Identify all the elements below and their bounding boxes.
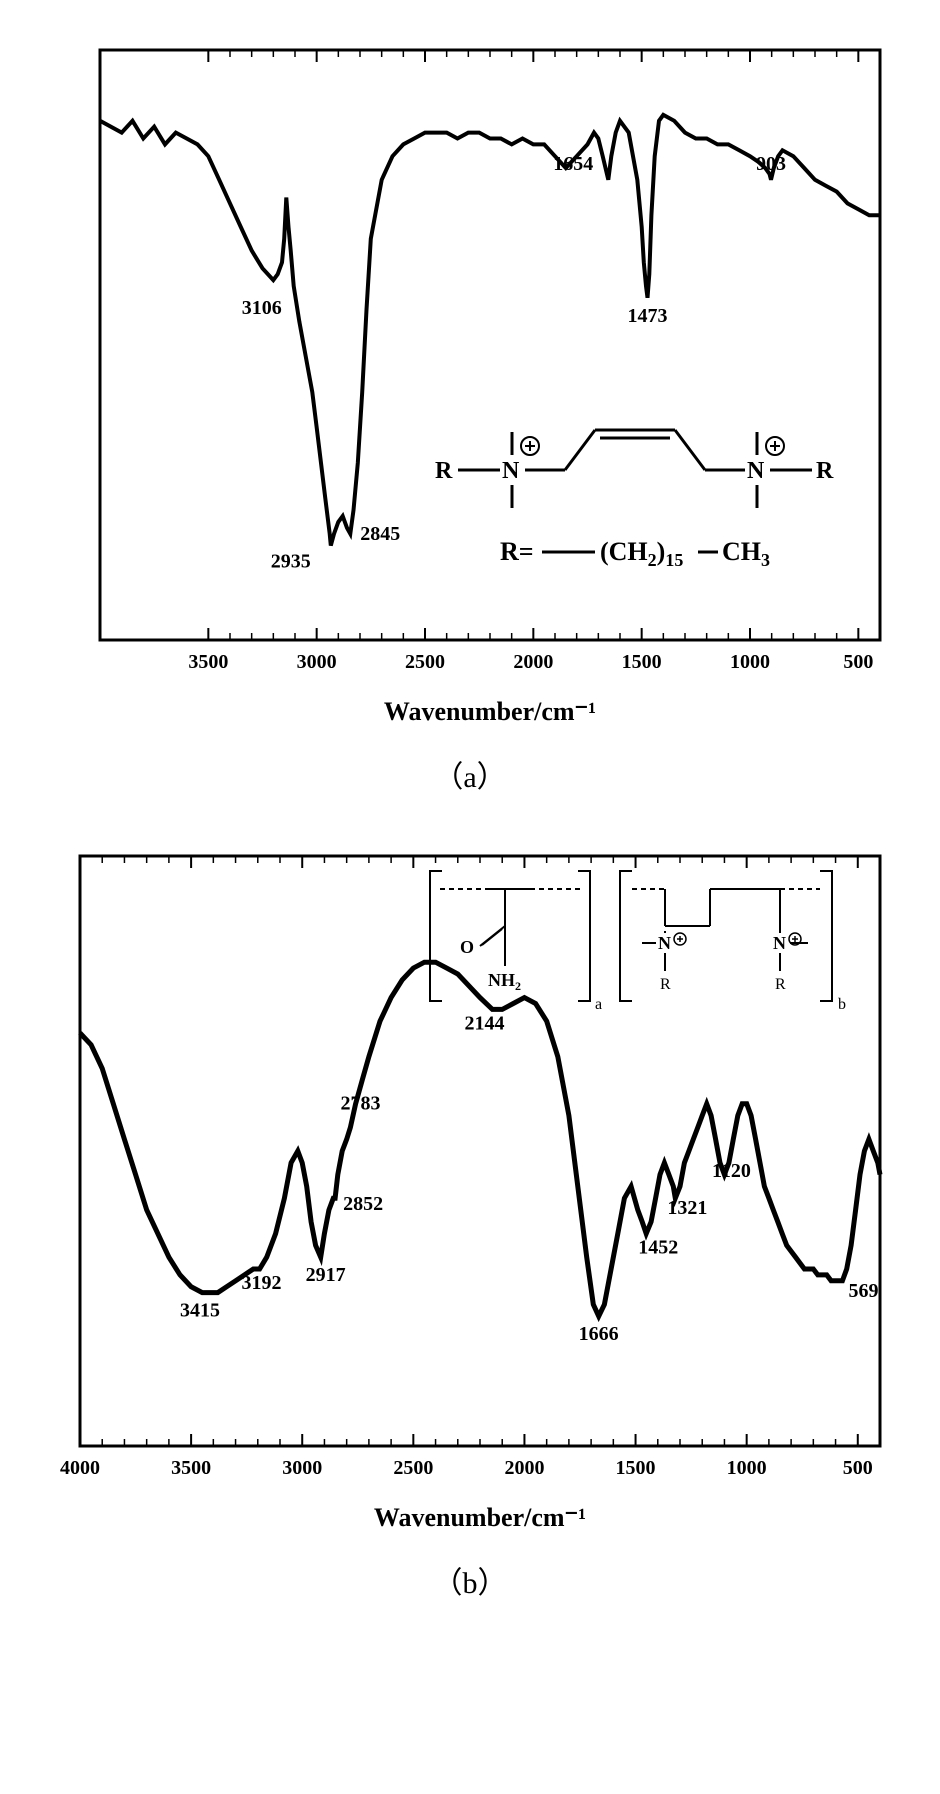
svg-text:903: 903 <box>756 153 786 175</box>
svg-text:1500: 1500 <box>622 651 662 673</box>
structure-sub-b: b <box>838 996 846 1013</box>
svg-text:2144: 2144 <box>464 1012 504 1034</box>
svg-text:1321: 1321 <box>667 1197 707 1219</box>
svg-text:1666: 1666 <box>579 1323 619 1345</box>
svg-text:N: N <box>502 458 520 484</box>
svg-text:2500: 2500 <box>405 651 445 673</box>
structure-r-eq: R= <box>500 537 534 566</box>
svg-text:R: R <box>435 458 453 484</box>
chart-a-container: 3500 3000 2500 2000 1500 1000 500 3106 2935 2845… <box>30 20 910 796</box>
svg-text:4000: 4000 <box>60 1457 100 1479</box>
svg-text:3500: 3500 <box>188 651 228 673</box>
svg-text:3192: 3192 <box>242 1272 282 1294</box>
svg-text:2917: 2917 <box>306 1264 346 1286</box>
svg-text:3000: 3000 <box>297 651 337 673</box>
svg-text:3415: 3415 <box>180 1300 220 1322</box>
svg-text:1120: 1120 <box>712 1160 751 1182</box>
svg-text:1452: 1452 <box>638 1237 678 1259</box>
structure-sub-a: a <box>595 996 602 1013</box>
svg-text:N: N <box>773 933 786 953</box>
svg-text:2000: 2000 <box>513 651 553 673</box>
svg-text:500: 500 <box>843 651 873 673</box>
svg-text:500: 500 <box>843 1457 873 1479</box>
svg-text:2000: 2000 <box>504 1457 544 1479</box>
svg-text:2845: 2845 <box>360 523 400 545</box>
chart-a-caption: （a） <box>433 752 506 796</box>
chart-b-caption: （b） <box>433 1558 508 1602</box>
chart-b-container: 4000 3500 3000 2500 2000 1500 1000 500 3415 3192… <box>30 826 910 1602</box>
svg-text:1654: 1654 <box>553 153 593 175</box>
svg-text:R: R <box>816 458 834 484</box>
svg-text:1000: 1000 <box>730 651 770 673</box>
svg-text:1000: 1000 <box>727 1457 767 1479</box>
chart-b-xlabel: Wavenumber/cm⁻¹ <box>374 1503 586 1532</box>
svg-text:2852: 2852 <box>343 1193 383 1215</box>
svg-text:2935: 2935 <box>271 551 311 573</box>
svg-text:3106: 3106 <box>242 297 282 319</box>
svg-text:2500: 2500 <box>393 1457 433 1479</box>
svg-text:3000: 3000 <box>282 1457 322 1479</box>
svg-text:1500: 1500 <box>616 1457 656 1479</box>
svg-text:N: N <box>658 933 671 953</box>
svg-text:1473: 1473 <box>628 305 668 327</box>
chart-a-svg: 3500 3000 2500 2000 1500 1000 500 3106 2935 2845… <box>30 20 910 740</box>
svg-text:3500: 3500 <box>171 1457 211 1479</box>
chart-a-xlabel: Wavenumber/cm⁻¹ <box>384 697 596 726</box>
svg-text:569: 569 <box>848 1280 878 1302</box>
svg-text:O: O <box>460 937 474 957</box>
svg-text:R: R <box>775 976 786 993</box>
svg-text:2783: 2783 <box>340 1092 380 1114</box>
chart-a-bg <box>30 20 910 740</box>
svg-text:R: R <box>660 976 671 993</box>
chart-b-svg: 4000 3500 3000 2500 2000 1500 1000 500 3415 3192… <box>30 826 910 1546</box>
svg-text:N: N <box>747 458 765 484</box>
